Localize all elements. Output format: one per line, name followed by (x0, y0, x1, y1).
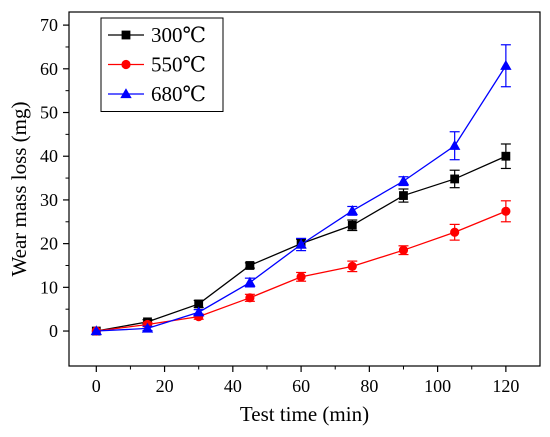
data-point (347, 220, 357, 230)
data-point (295, 238, 307, 249)
axes: 0 20 40 60 80 100 120 0 10 20 30 40 50 60 70 Test time … (7, 11, 541, 426)
data-point (501, 206, 511, 216)
data-point (346, 205, 358, 216)
legend: 300℃ 550℃ 680℃ (100, 17, 224, 112)
x-tick-label: 120 (492, 376, 519, 396)
legend-label: 300℃ (151, 23, 206, 47)
y-axis-label: Wear mass loss (mg) (7, 101, 31, 276)
y-tick-label: 40 (40, 146, 58, 166)
legend-swatch-marker (121, 30, 131, 40)
x-tick-label: 80 (360, 376, 378, 396)
data-point (244, 276, 256, 287)
series-line (96, 210, 507, 332)
data-point (397, 175, 410, 186)
series-layer (90, 44, 512, 336)
x-tick-label: 100 (424, 376, 451, 396)
series-1 (91, 200, 511, 336)
y-tick-label: 60 (40, 59, 58, 79)
data-point (245, 261, 255, 270)
data-point (448, 139, 461, 150)
legend-entry: 300℃ (108, 23, 206, 47)
legend-entry: 550℃ (108, 53, 206, 77)
y-tick-label: 0 (49, 321, 58, 341)
plot-frame (68, 11, 541, 367)
x-axis-label: Test time (min) (240, 402, 369, 426)
y-tick-label: 30 (40, 190, 58, 210)
data-point (296, 272, 306, 282)
legend-swatch-marker (120, 88, 132, 99)
data-point (450, 174, 460, 184)
data-point (500, 59, 512, 70)
data-point (501, 151, 511, 161)
y-tick-label: 20 (40, 234, 58, 254)
data-point (398, 245, 409, 255)
y-tick-label: 10 (40, 277, 58, 297)
data-point (347, 261, 357, 271)
data-point (450, 227, 460, 237)
x-tick-label: 20 (156, 376, 174, 396)
data-point (90, 325, 102, 336)
x-tick-label: 40 (224, 376, 242, 396)
series-2 (90, 44, 512, 336)
legend-entry: 680℃ (108, 82, 206, 106)
data-point (193, 306, 205, 317)
data-point (399, 191, 408, 200)
x-tick-label: 60 (292, 376, 310, 396)
legend-swatch-marker (121, 59, 131, 70)
data-point (141, 322, 154, 333)
legend-label: 680℃ (151, 82, 206, 106)
x-tick-label: 0 (92, 376, 101, 396)
y-tick-label: 50 (40, 103, 58, 123)
data-point (245, 293, 255, 303)
y-tick-label: 70 (40, 15, 58, 35)
legend-label: 550℃ (151, 53, 206, 77)
